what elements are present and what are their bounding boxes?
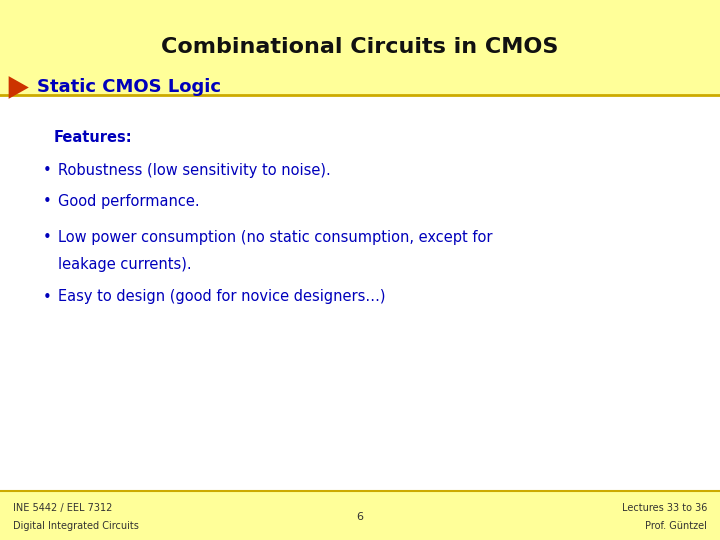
Text: Good performance.: Good performance. bbox=[58, 194, 199, 209]
Text: INE 5442 / EEL 7312: INE 5442 / EEL 7312 bbox=[13, 503, 112, 514]
Text: Digital Integrated Circuits: Digital Integrated Circuits bbox=[13, 522, 139, 531]
Text: •: • bbox=[43, 289, 52, 305]
Text: •: • bbox=[43, 163, 52, 178]
Text: Robustness (low sensitivity to noise).: Robustness (low sensitivity to noise). bbox=[58, 163, 330, 178]
Text: Features:: Features: bbox=[54, 130, 132, 145]
Bar bbox=[0, 94, 720, 491]
Bar bbox=[0, 0, 720, 94]
Text: 6: 6 bbox=[356, 512, 364, 522]
Text: Static CMOS Logic: Static CMOS Logic bbox=[37, 78, 222, 97]
Text: Prof. Güntzel: Prof. Güntzel bbox=[645, 522, 707, 531]
Text: leakage currents).: leakage currents). bbox=[58, 257, 192, 272]
Text: •: • bbox=[43, 230, 52, 245]
Bar bbox=[0, 491, 720, 540]
Text: Combinational Circuits in CMOS: Combinational Circuits in CMOS bbox=[161, 37, 559, 57]
Text: •: • bbox=[43, 194, 52, 209]
Text: Low power consumption (no static consumption, except for: Low power consumption (no static consump… bbox=[58, 230, 492, 245]
Polygon shape bbox=[9, 76, 29, 99]
Text: Lectures 33 to 36: Lectures 33 to 36 bbox=[621, 503, 707, 514]
Text: Easy to design (good for novice designers…): Easy to design (good for novice designer… bbox=[58, 289, 385, 305]
